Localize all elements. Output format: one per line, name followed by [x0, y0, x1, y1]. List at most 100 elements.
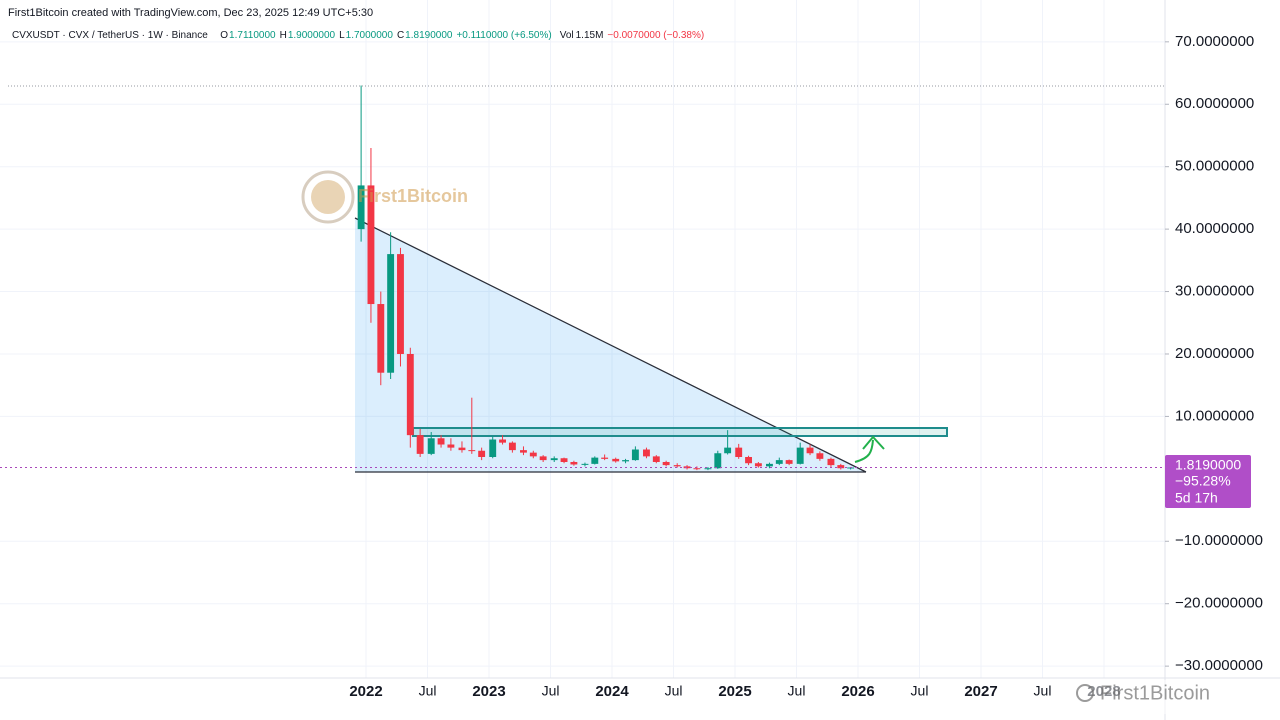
y-tick-label: −30.0000000 [1175, 657, 1263, 674]
legend-value: 1.9000000 [288, 30, 336, 41]
legend-change: +0.1110000 (+6.50%) [456, 30, 551, 41]
symbol: CVXUSDT · CVX / TetherUS · 1W · Binance [12, 30, 208, 41]
candle-body [816, 453, 824, 459]
candle-body [601, 457, 609, 459]
candles [357, 85, 855, 471]
y-axis: 70.0000000 60.0000000 50.0000000 40.0000000… [1165, 33, 1263, 674]
candle-body [367, 185, 375, 305]
candle-body [447, 444, 455, 448]
candle-body [499, 439, 506, 443]
credit: First1Bitcoin created with TradingView.c… [8, 7, 373, 19]
candle-body [529, 452, 537, 457]
candle-body [468, 450, 476, 452]
legend-key: O [220, 30, 228, 41]
legend-vol-key: Vol [560, 30, 574, 41]
candle-body [520, 450, 527, 453]
x-axis: 2022 Jul 2023 Jul 2024 Jul 2025 Jul 2026 Jul 2027 J… [349, 683, 1120, 700]
y-tick-label: 50.0000000 [1175, 158, 1254, 175]
resistance-box [412, 427, 948, 437]
x-tick-label: Jul [419, 683, 437, 699]
legend-value: 1.7110000 [229, 30, 276, 41]
x-tick-label: 2024 [595, 683, 629, 700]
watermark-text: First1Bitcoin [358, 186, 468, 206]
corner-watermark: First1Bitcoin [1074, 680, 1274, 714]
candle-body [581, 463, 589, 465]
legend-value: 1.7000000 [346, 30, 394, 41]
candle-body [397, 254, 404, 354]
legend-value: 1.8190000 [405, 30, 453, 41]
candle-body [570, 461, 578, 465]
candle-body [766, 463, 773, 467]
y-tick-label: 70.0000000 [1175, 33, 1254, 50]
y-tick-label: 20.0000000 [1175, 345, 1254, 362]
grid [0, 0, 1165, 678]
corner-icon [1076, 684, 1094, 702]
candle-body [683, 466, 691, 469]
price-tag-countdown: 5d 17h [1175, 490, 1218, 506]
candle-body [406, 353, 414, 436]
candle-body [550, 458, 558, 461]
candle-body [560, 458, 568, 462]
x-tick-label: Jul [911, 683, 929, 699]
triangle-line [354, 217, 867, 473]
candle-body [652, 456, 660, 462]
x-tick-label: Jul [665, 683, 683, 699]
candle-body [662, 461, 670, 466]
logo-coin [311, 180, 345, 214]
logo-ring [301, 170, 355, 224]
price-tag-percent: −95.28% [1175, 473, 1231, 489]
candle-body [539, 456, 547, 461]
x-tick-label: 2025 [718, 683, 751, 700]
x-tick-label: 2022 [349, 683, 382, 700]
candle-body [478, 450, 486, 457]
candle-body [377, 304, 385, 373]
watermark-logo: First1Bitcoin [301, 170, 468, 224]
legend-key: C [397, 30, 404, 41]
y-tick-label: −20.0000000 [1175, 595, 1263, 612]
price-tag-price: 1.8190000 [1175, 457, 1241, 473]
candle-body [837, 465, 845, 469]
candle-body [427, 438, 435, 454]
y-tick-label: 30.0000000 [1175, 283, 1254, 300]
y-tick-label: 40.0000000 [1175, 220, 1254, 237]
x-tick-label: 2026 [841, 683, 874, 700]
y-tick-label: 60.0000000 [1175, 95, 1254, 112]
legend-vol-value: 1.15M [576, 30, 604, 41]
candle-body [785, 460, 793, 464]
candle-body [458, 447, 466, 451]
corner-watermark-text: First1Bitcoin [1100, 682, 1210, 704]
price-tag [1165, 455, 1251, 508]
candle-body [724, 447, 732, 454]
candle-body [704, 468, 712, 470]
legend-key: L [339, 30, 345, 41]
y-tick-label: −10.0000000 [1175, 532, 1263, 549]
candle-body [357, 185, 365, 230]
x-tick-label: Jul [788, 683, 806, 699]
candle-body [806, 447, 814, 454]
candle-body [796, 447, 804, 464]
corner-watermark-bg [1074, 680, 1274, 714]
x-tick-label: 2027 [964, 683, 997, 700]
candle-body [745, 456, 752, 464]
candle-body [612, 458, 620, 462]
candle-body [387, 254, 395, 373]
arrow-head [862, 435, 885, 450]
legend-vol-change: −0.0070000 (−0.38%) [607, 30, 704, 41]
candle-body [643, 449, 650, 457]
candle-body [673, 465, 681, 467]
candle-body [591, 457, 599, 464]
x-tick-label: 2023 [472, 683, 505, 700]
candle-body [693, 468, 701, 470]
candle-body [622, 460, 629, 462]
legend-key: H [280, 30, 287, 41]
candle-body [508, 442, 516, 451]
candle-body [489, 439, 497, 457]
x-tick-label: Jul [542, 683, 560, 699]
candle-body [714, 453, 722, 469]
x-tick-label: Jul [1034, 683, 1052, 699]
candle-body [754, 463, 762, 467]
legend: CVXUSDT · CVX / TetherUS · 1W · Binance … [12, 26, 704, 43]
candle-body [416, 435, 424, 454]
y-tick-label: 10.0000000 [1175, 407, 1254, 424]
